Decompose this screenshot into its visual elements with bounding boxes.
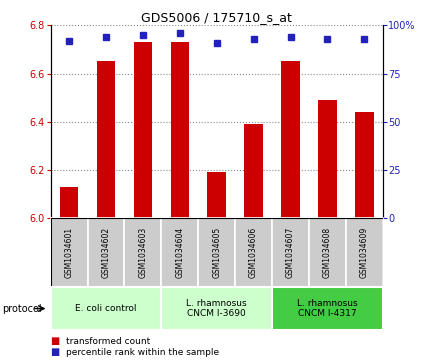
Bar [171, 42, 189, 218]
Text: GSM1034603: GSM1034603 [138, 227, 147, 278]
Bar [134, 42, 152, 218]
Text: GSM1034605: GSM1034605 [212, 227, 221, 278]
Bar [198, 218, 235, 287]
Bar [97, 61, 115, 218]
Bar [125, 218, 161, 287]
Bar [244, 124, 263, 218]
Text: transformed count: transformed count [66, 337, 150, 346]
Bar [272, 287, 383, 330]
Text: protocol: protocol [2, 303, 42, 314]
Bar [60, 187, 78, 218]
Text: GSM1034609: GSM1034609 [360, 227, 369, 278]
Bar [346, 218, 383, 287]
Bar [281, 61, 300, 218]
Text: ■: ■ [51, 336, 60, 346]
Bar [208, 172, 226, 218]
Title: GDS5006 / 175710_s_at: GDS5006 / 175710_s_at [141, 11, 292, 24]
Text: GSM1034604: GSM1034604 [175, 227, 184, 278]
Bar [318, 100, 337, 218]
Text: percentile rank within the sample: percentile rank within the sample [66, 348, 219, 356]
Bar [88, 218, 125, 287]
Text: GSM1034608: GSM1034608 [323, 227, 332, 278]
Text: GSM1034607: GSM1034607 [286, 227, 295, 278]
Bar [51, 287, 161, 330]
Text: ■: ■ [51, 347, 60, 357]
Text: E. coli control: E. coli control [75, 304, 137, 313]
Text: L. rhamnosus
CNCM I-4317: L. rhamnosus CNCM I-4317 [297, 299, 358, 318]
Text: GSM1034601: GSM1034601 [65, 227, 73, 278]
Bar [355, 112, 374, 218]
Bar [161, 287, 272, 330]
Text: L. rhamnosus
CNCM I-3690: L. rhamnosus CNCM I-3690 [187, 299, 247, 318]
Bar [51, 218, 88, 287]
Bar [161, 218, 198, 287]
Bar [309, 218, 346, 287]
Bar [235, 218, 272, 287]
Bar [272, 218, 309, 287]
Text: GSM1034606: GSM1034606 [249, 227, 258, 278]
Text: GSM1034602: GSM1034602 [102, 227, 110, 278]
